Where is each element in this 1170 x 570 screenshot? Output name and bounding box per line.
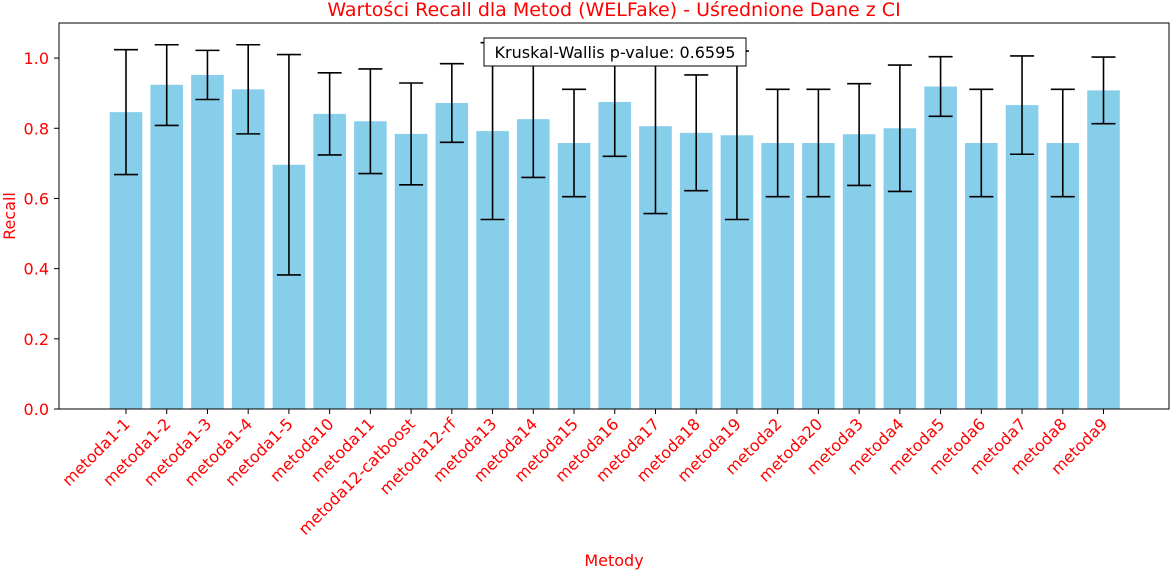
annotation-box (483, 37, 747, 67)
x-axis: metoda1-1metoda1-2metoda1-3metoda1-4meto… (58, 409, 1111, 539)
x-axis-label: Metody (584, 551, 643, 570)
error-bar-metoda4 (887, 64, 912, 193)
error-bar-metoda5 (928, 55, 953, 118)
bars-layer (109, 74, 1120, 410)
error-bar-metoda11 (358, 68, 383, 175)
bar-metoda1-2 (150, 84, 184, 409)
y-tick-label: 0.0 (24, 400, 49, 419)
annotation-text: Kruskal-Wallis p-value: 0.6595 (495, 43, 736, 62)
chart-title: Wartości Recall dla Metod (WELFake) - Uś… (327, 0, 900, 21)
bar-metoda7 (1005, 105, 1039, 409)
error-bar-metoda2 (765, 88, 790, 198)
error-bar-metoda1-1 (114, 48, 138, 176)
y-tick-label: 0.2 (24, 330, 49, 349)
bar-metoda5 (924, 86, 957, 410)
y-tick-label: 0.4 (24, 260, 49, 279)
error-bar-metoda20 (806, 88, 831, 198)
kruskal-wallis-annotation: Kruskal-Wallis p-value: 0.6595 (483, 37, 747, 67)
error-bar-metoda1-5 (276, 53, 301, 276)
bar-metoda12-rf (435, 103, 469, 410)
error-bar-metoda1-3 (195, 49, 220, 101)
error-bar-metoda7 (1010, 55, 1035, 156)
error-bar-metoda15 (562, 88, 587, 198)
y-tick-label: 0.8 (24, 119, 49, 138)
bar-metoda1-3 (191, 74, 224, 410)
error-bar-metoda3 (847, 82, 872, 187)
error-bar-metoda12-rf (439, 62, 464, 144)
bar-metoda1-4 (231, 89, 265, 410)
error-bar-metoda10 (317, 72, 342, 156)
bar-metoda10 (313, 113, 346, 410)
y-axis: 0.0 0.2 0.4 0.6 0.8 1.0 (24, 49, 59, 419)
bar-metoda9 (1087, 90, 1120, 409)
error-bar-metoda1-2 (154, 43, 179, 127)
error-bar-metoda6 (969, 88, 994, 198)
error-bar-metoda1-4 (236, 43, 261, 135)
error-bars-layer (114, 37, 1116, 276)
error-bar-metoda18 (684, 74, 709, 192)
y-tick-label: 0.6 (24, 189, 49, 208)
error-bar-metoda9 (1091, 56, 1116, 125)
y-tick-label: 1.0 (24, 49, 49, 68)
error-bar-metoda12-catboost (399, 82, 424, 186)
error-bar-metoda8 (1050, 88, 1075, 198)
y-axis-label: Recall (0, 192, 19, 240)
plot-frame (58, 22, 1170, 410)
